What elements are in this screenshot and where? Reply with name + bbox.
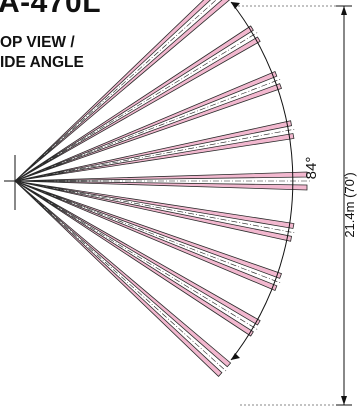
beam-centerline [14,180,260,331]
beam-strip-lower [14,180,308,191]
beam-centerline [14,0,228,182]
beam-strip-upper [14,71,278,182]
detection-beams [14,0,311,377]
beam-strip-upper [14,0,223,182]
arc-arrow-top-icon [231,2,240,9]
detection-beam [14,180,261,337]
beam-strip-upper [14,171,308,182]
detection-beam [14,0,232,182]
beam-centerline [14,31,260,182]
angle-arc [230,1,294,361]
distance-arrow-bottom-icon [341,396,347,405]
beam-strip-lower [14,180,254,337]
beam-strip-lower [14,133,295,182]
detection-beam [14,171,311,191]
distance-arrow-top-icon [341,6,347,15]
beam-strip-upper [14,120,293,182]
beam-strip-upper [14,180,283,279]
beam-strip-lower [14,83,283,182]
beam-strip-lower [14,180,293,242]
detection-beam [14,180,283,291]
beam-strip-upper [14,25,254,182]
view-label-line-1: OP VIEW / [0,34,75,51]
beam-strip-upper [14,180,261,326]
detection-beam [14,180,297,242]
beam-strip-lower [14,0,232,182]
detection-beam [14,120,297,182]
arc-arrow-bottom-icon [231,353,240,360]
angle-label: 84° [303,157,320,180]
beam-centerline [14,180,283,284]
view-label-line-2: IDE ANGLE [0,54,84,71]
beam-strip-lower [14,180,223,377]
beam-strip-upper [14,180,295,229]
beam-centerline [14,128,297,182]
beam-strip-upper [14,180,232,368]
detection-beam [14,25,261,182]
beam-centerline [14,180,297,234]
distance-label: 21.4m (70') [342,172,357,237]
model-title: A-470L [0,0,102,19]
beam-strip-lower [14,180,278,291]
detection-beam [14,180,232,377]
beam-strip-lower [14,36,261,182]
detection-beam [14,71,283,182]
beam-centerline [14,78,283,182]
